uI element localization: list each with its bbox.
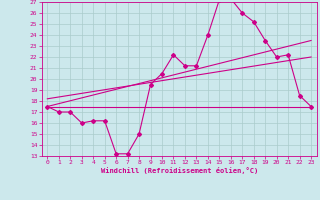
X-axis label: Windchill (Refroidissement éolien,°C): Windchill (Refroidissement éolien,°C) — [100, 167, 258, 174]
